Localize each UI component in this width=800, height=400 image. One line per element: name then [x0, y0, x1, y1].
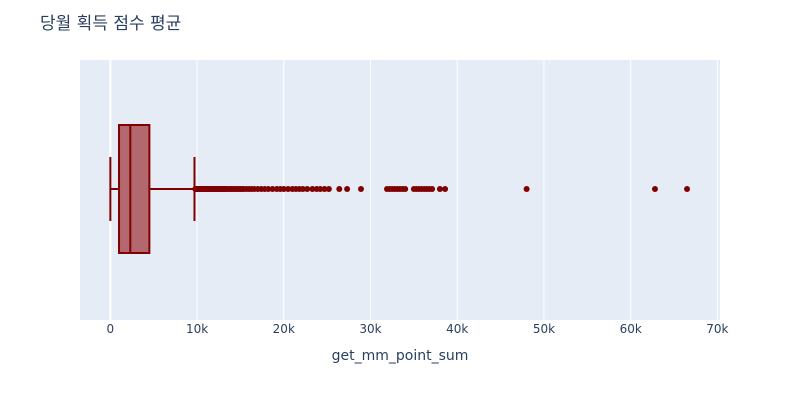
x-axis-ticks: 0 10k 20k 30k 40k 50k 60k 70k — [107, 322, 729, 336]
outlier-point — [325, 186, 332, 192]
x-tick-label: 60k — [620, 322, 642, 336]
x-tick-label: 70k — [706, 322, 728, 336]
outlier-point — [429, 186, 436, 192]
outlier-point — [684, 186, 691, 192]
outlier-point — [336, 186, 343, 192]
box-trace — [109, 124, 196, 254]
x-tick-label: 30k — [359, 322, 381, 336]
x-tick-label: 40k — [446, 322, 468, 336]
outlier-point — [304, 186, 311, 192]
outlier-point — [321, 186, 328, 192]
outlier-points — [192, 186, 691, 192]
outlier-point — [523, 186, 530, 192]
outlier-point — [442, 186, 449, 192]
x-axis-title: get_mm_point_sum — [332, 348, 469, 364]
x-tick-label: 50k — [533, 322, 555, 336]
outlier-point — [344, 186, 351, 192]
iqr-box — [118, 124, 151, 254]
outlier-point — [280, 186, 287, 192]
outlier-point — [269, 186, 276, 192]
chart-title: 당월 획득 점수 평균 — [40, 14, 181, 34]
x-tick-label: 20k — [273, 322, 295, 336]
x-tick-label: 0 — [107, 322, 115, 336]
outlier-point — [309, 186, 316, 192]
outlier-point — [317, 186, 324, 192]
outlier-point — [265, 186, 272, 192]
outlier-point — [436, 186, 443, 192]
outlier-point — [357, 186, 364, 192]
outlier-point — [299, 186, 306, 192]
outlier-point — [285, 186, 292, 192]
x-tick-label: 10k — [186, 322, 208, 336]
outlier-point — [402, 186, 409, 192]
outlier-point — [651, 186, 658, 192]
